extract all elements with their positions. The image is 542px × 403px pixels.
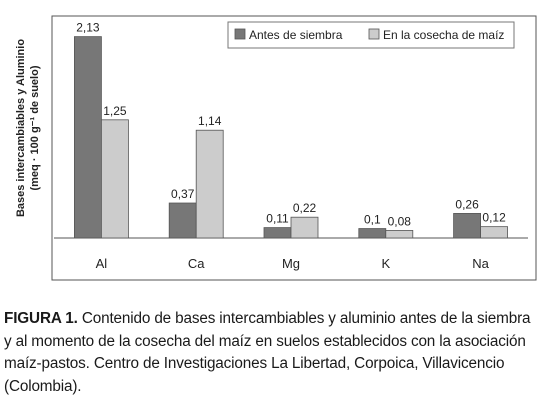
legend: Antes de siembra En la cosecha de maíz [227,21,515,49]
x-tick-label-al: Al [96,256,108,271]
figure-caption: FIGURA 1. Contenido de bases intercambia… [4,308,538,398]
bar-mg-cosecha [290,216,319,239]
data-label-na-cosecha: 0,12 [482,211,506,225]
bar-ca-antes [168,202,197,239]
bar-chart: 2,13 1,25 Al 0,37 1,14 Ca 0,11 0,22 Mg 0,1 0,08 K 0,… [51,15,537,281]
bar-al-cosecha [101,119,129,239]
bar-al-antes [74,36,102,239]
data-label-mg-cosecha: 0,22 [293,201,317,215]
x-tick-label-na: Na [472,256,489,271]
bar-k-antes [358,228,387,239]
x-tick-label-mg: Mg [282,256,300,271]
data-label-al-antes: 2,13 [76,21,100,35]
data-label-al-cosecha: 1,25 [103,104,127,118]
legend-swatch-antes [234,28,246,40]
data-label-na-antes: 0,26 [455,197,479,211]
plot-frame [51,15,537,281]
bar-na-antes [453,213,482,239]
bar-ca-cosecha [195,129,224,239]
caption-label: FIGURA 1. [4,310,78,327]
y-axis-label-line2: (meq · 100 g⁻¹ de suelo) [29,65,41,191]
legend-label-antes: Antes de siembra [249,28,343,42]
x-tick-label-k: K [381,256,390,271]
y-axis-label: Bases intercambiables y Aluminio (meq · … [8,20,48,235]
legend-label-cosecha: En la cosecha de maíz [383,28,504,42]
caption-text: Contenido de bases intercambiables y alu… [4,310,531,395]
data-label-ca-cosecha: 1,14 [198,114,222,128]
x-tick-label-ca: Ca [188,256,205,271]
data-label-ca-antes: 0,37 [171,187,195,201]
data-label-k-cosecha: 0,08 [388,214,412,228]
data-label-mg-antes: 0,11 [266,212,289,226]
bar-k-cosecha [385,230,414,239]
y-axis-label-line1: Bases intercambiables y Aluminio [15,38,27,217]
legend-swatch-cosecha [368,28,380,40]
bar-na-cosecha [480,226,509,239]
data-label-k-antes: 0,1 [364,213,381,227]
bar-mg-antes [263,227,292,239]
